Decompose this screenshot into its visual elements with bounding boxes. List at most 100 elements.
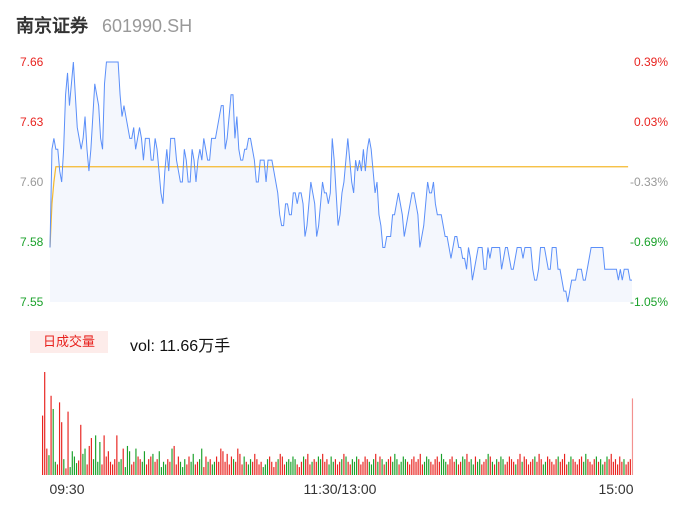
volume-bar: [381, 459, 383, 475]
volume-bar: [336, 464, 339, 475]
volume-bar: [527, 464, 530, 475]
volume-bar: [86, 464, 88, 475]
volume-bar: [275, 461, 277, 475]
volume-bar: [432, 464, 434, 475]
volume-bar: [129, 451, 131, 475]
volume-bar: [413, 456, 415, 475]
volume-bar: [502, 459, 504, 475]
volume-bar: [398, 464, 400, 475]
volume-bar: [519, 453, 521, 475]
volume-bar: [366, 459, 368, 475]
volume-bar: [591, 464, 593, 475]
volume-bar: [392, 461, 394, 475]
volume-bar: [152, 453, 154, 475]
volume-bar: [109, 461, 112, 475]
volume-bar: [595, 456, 597, 475]
volume-bar: [254, 453, 256, 475]
volume-bar: [532, 459, 534, 475]
volume-bar: [137, 456, 139, 475]
volume-bar: [262, 467, 264, 475]
stock-name: 南京证券: [16, 16, 88, 36]
volume-bar: [625, 464, 627, 475]
volume-bar: [557, 456, 559, 475]
volume-bar: [375, 453, 377, 475]
volume-bar: [411, 459, 413, 475]
volume-bar: [487, 453, 489, 475]
volume-bar: [305, 459, 307, 475]
volume-bar: [271, 461, 273, 475]
volume-bar: [493, 464, 496, 475]
volume-bar: [141, 461, 143, 475]
volume-bar: [570, 456, 572, 475]
volume-bar: [379, 456, 381, 475]
volume-bar: [203, 467, 205, 475]
volume-bar: [498, 461, 500, 475]
volume-bar: [273, 467, 275, 475]
volume-bar: [249, 459, 252, 475]
volume-bar: [292, 456, 294, 475]
y-tick-label-right: -0.69%: [630, 235, 668, 249]
x-tick-label: 11:30/13:00: [304, 481, 377, 497]
volume-bar: [602, 464, 604, 475]
volume-bar: [447, 464, 449, 475]
volume-bar: [485, 459, 487, 475]
volume-bar: [222, 451, 224, 475]
volume-bar: [523, 456, 525, 475]
volume-bar: [513, 461, 515, 475]
volume-bar: [162, 461, 165, 475]
y-tick-label: 7.55: [20, 295, 44, 309]
volume-bar: [158, 451, 160, 475]
volume-bar: [597, 461, 600, 475]
volume-bar: [269, 456, 271, 475]
volume-bar: [148, 459, 150, 475]
volume-bar: [617, 464, 619, 475]
volume-bar: [105, 456, 107, 475]
volume-bar: [235, 461, 237, 475]
volume-bar: [534, 456, 536, 475]
volume-bar: [540, 459, 542, 475]
volume-bar: [428, 459, 430, 475]
volume-bar: [600, 459, 602, 475]
volume-bar: [404, 459, 407, 475]
volume-badge[interactable]: 日成交量: [30, 331, 108, 353]
volume-bar: [196, 461, 199, 475]
volume-bar: [500, 456, 502, 475]
volume-bar: [566, 464, 568, 475]
volume-bar: [356, 456, 358, 475]
volume-bar: [544, 461, 547, 475]
volume-bar: [150, 456, 152, 475]
volume-bar: [542, 464, 544, 475]
volume-bar: [112, 464, 114, 475]
volume-bar: [324, 461, 326, 475]
volume-bar: [126, 445, 129, 475]
y-tick-label-right: 0.03%: [634, 115, 668, 129]
volume-bar: [209, 459, 211, 475]
volume-bar: [145, 464, 148, 475]
volume-bar: [341, 459, 343, 475]
volume-bar: [290, 461, 292, 475]
volume-bar: [124, 467, 126, 475]
volume-bar: [232, 459, 235, 475]
volume-bar: [88, 445, 90, 475]
volume-bar: [169, 461, 171, 475]
volume-bar: [120, 459, 122, 475]
volume-bar: [547, 456, 549, 475]
volume-bar: [143, 451, 146, 475]
volume-bar: [298, 467, 300, 475]
volume-bar: [426, 456, 428, 475]
volume-bar: [580, 456, 583, 475]
volume-bar: [154, 461, 156, 475]
volume-bar: [226, 453, 228, 475]
volume-bar: [258, 464, 260, 475]
volume-bar: [434, 459, 436, 475]
volume-bar: [160, 467, 162, 475]
volume-bar: [360, 464, 362, 475]
volume-bar: [506, 461, 508, 475]
volume-bar: [400, 461, 402, 475]
volume-bar: [92, 459, 95, 475]
volume-bar: [612, 461, 614, 475]
volume-bar: [167, 459, 169, 475]
volume-bar: [332, 461, 334, 475]
volume-bar: [604, 461, 606, 475]
volume-bar: [192, 453, 194, 475]
